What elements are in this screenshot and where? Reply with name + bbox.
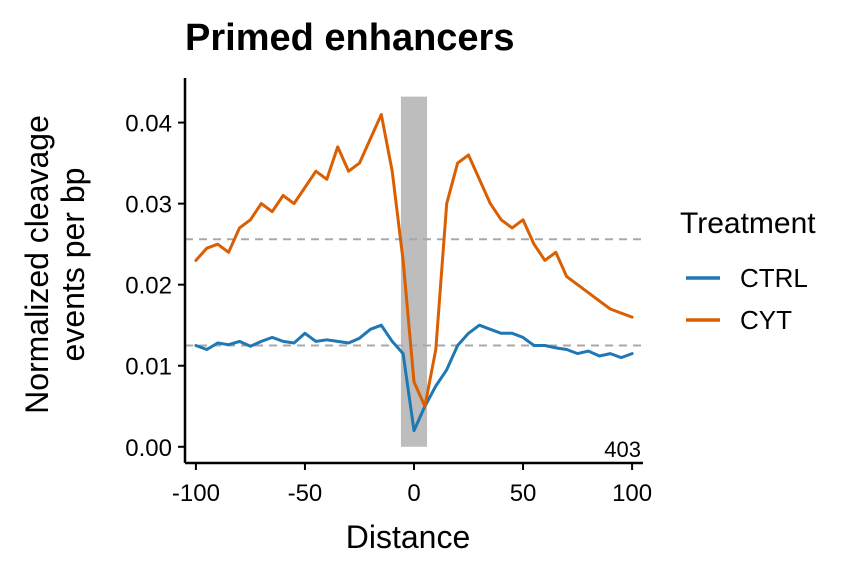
series-line-ctrl [194,323,634,433]
y-tick-label: 0.02 [125,273,172,300]
count-annotation: 403 [604,437,641,462]
x-tick-label: 0 [407,480,420,507]
y-tick-label: 0.03 [125,192,172,219]
x-tick-label: 50 [510,480,537,507]
legend-label-ctrl: CTRL [740,263,808,293]
y-tick-label: 0.04 [125,111,172,138]
series-line-cyt [194,113,634,408]
x-tick-label: -100 [172,480,220,507]
chart-title: Primed enhancers [185,17,514,59]
x-axis-label: Distance [346,519,471,555]
legend-label-cyt: CYT [740,305,792,335]
y-axis-label-line-2: events per bp [55,168,91,362]
y-axis-label: Normalized cleavageevents per bp [19,115,91,414]
x-tick-label: 100 [612,480,652,507]
y-tick-label: 0.01 [125,354,172,381]
legend: Treatment CTRL CYT [680,207,816,335]
y-tick-label: 0.00 [125,435,172,462]
x-tick-label: -50 [288,480,323,507]
y-axis-label-line-1: Normalized cleavage [19,115,55,414]
legend-title: Treatment [680,207,816,240]
plot-area: -100 -50 0 50 100 0.00 0.01 0.02 0.03 0.04 Distanc… [19,78,652,555]
